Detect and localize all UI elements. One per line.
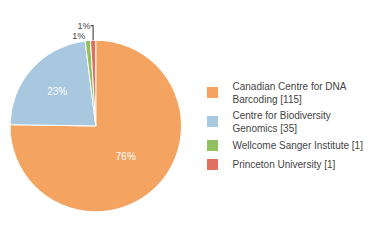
svg-text:Princeton University [1]: Princeton University [1]: [233, 159, 336, 170]
svg-text:23%: 23%: [47, 86, 67, 97]
svg-text:Wellcome Sanger Institute [1]: Wellcome Sanger Institute [1]: [233, 140, 364, 151]
svg-text:76%: 76%: [116, 151, 136, 162]
svg-text:1%: 1%: [72, 31, 85, 41]
svg-text:Centre for BiodiversityGenomic: Centre for BiodiversityGenomics [35]: [233, 110, 331, 134]
svg-text:1%: 1%: [78, 21, 91, 31]
svg-text:Canadian Centre for DNABarcodi: Canadian Centre for DNABarcoding [115]: [233, 81, 347, 105]
